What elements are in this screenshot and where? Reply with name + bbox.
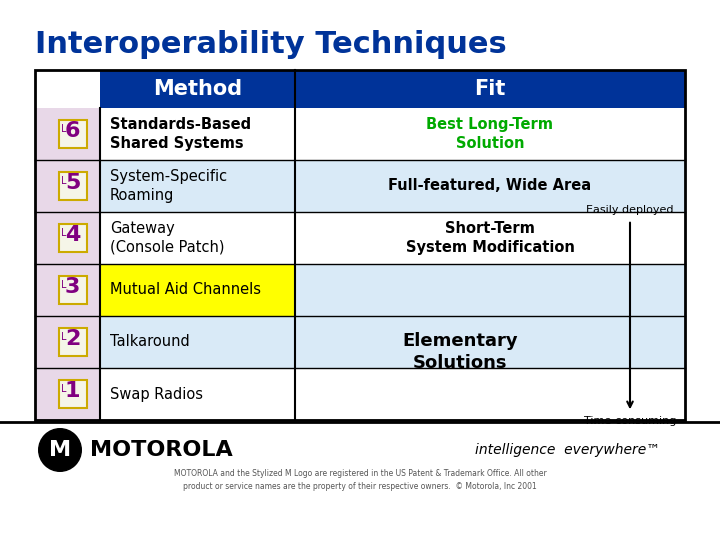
Text: L: L: [60, 124, 66, 134]
FancyBboxPatch shape: [58, 172, 86, 200]
Text: Fit: Fit: [474, 79, 505, 99]
Text: L: L: [60, 384, 66, 394]
Bar: [100, 108, 295, 160]
Bar: [35, 368, 100, 420]
Bar: [100, 70, 685, 108]
Text: Easily deployed: Easily deployed: [586, 205, 674, 215]
Text: L: L: [60, 280, 66, 290]
Text: Method: Method: [153, 79, 242, 99]
Text: Best Long-Term
Solution: Best Long-Term Solution: [426, 117, 554, 151]
Text: 2: 2: [65, 329, 80, 349]
Text: 5: 5: [65, 173, 80, 193]
Text: 3: 3: [65, 277, 80, 297]
Text: M: M: [45, 435, 75, 464]
Bar: [35, 264, 100, 316]
Text: 6: 6: [65, 121, 80, 141]
Text: Elementary
Solutions: Elementary Solutions: [402, 332, 518, 372]
FancyBboxPatch shape: [58, 120, 86, 148]
Text: Swap Radios: Swap Radios: [110, 387, 203, 402]
Bar: [295, 368, 685, 420]
Bar: [100, 264, 295, 316]
Bar: [100, 368, 295, 420]
Bar: [35, 108, 100, 160]
Bar: [295, 160, 685, 212]
Bar: [295, 264, 685, 316]
Bar: [295, 212, 685, 264]
Bar: [295, 316, 685, 368]
FancyBboxPatch shape: [58, 276, 86, 304]
Bar: [35, 160, 100, 212]
Bar: [295, 108, 685, 160]
Bar: [35, 70, 685, 420]
Text: intelligence  everywhere™: intelligence everywhere™: [475, 443, 660, 457]
Bar: [100, 316, 295, 368]
Bar: [35, 316, 100, 368]
Text: Interoperability Techniques: Interoperability Techniques: [35, 30, 507, 59]
FancyBboxPatch shape: [58, 380, 86, 408]
Text: Gateway
(Console Patch): Gateway (Console Patch): [110, 221, 225, 255]
Text: Standards-Based
Shared Systems: Standards-Based Shared Systems: [110, 117, 251, 151]
Bar: [100, 212, 295, 264]
Text: MOTOROLA and the Stylized M Logo are registered in the US Patent & Trademark Off: MOTOROLA and the Stylized M Logo are reg…: [174, 469, 546, 491]
FancyBboxPatch shape: [58, 224, 86, 252]
Text: 4: 4: [65, 225, 80, 245]
Text: Time-consuming: Time-consuming: [584, 416, 676, 426]
Text: Mutual Aid Channels: Mutual Aid Channels: [110, 282, 261, 298]
FancyBboxPatch shape: [58, 328, 86, 356]
Text: System-Specific
Roaming: System-Specific Roaming: [110, 169, 227, 203]
Bar: [35, 212, 100, 264]
Text: L: L: [60, 332, 66, 342]
Text: Full-featured, Wide Area: Full-featured, Wide Area: [388, 179, 592, 193]
Bar: [100, 160, 295, 212]
Text: L: L: [60, 228, 66, 238]
Text: Talkaround: Talkaround: [110, 334, 190, 349]
Text: 1: 1: [65, 381, 80, 401]
Text: L: L: [60, 176, 66, 186]
Text: M: M: [49, 440, 71, 460]
Text: MOTOROLA: MOTOROLA: [90, 440, 233, 460]
Text: Short-Term
System Modification: Short-Term System Modification: [405, 221, 575, 255]
